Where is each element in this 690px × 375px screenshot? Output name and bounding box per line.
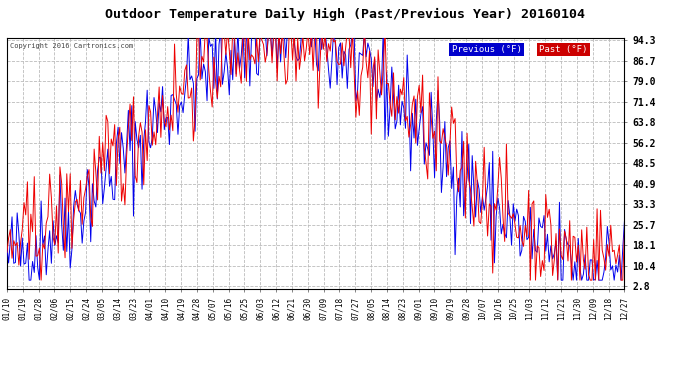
Text: Outdoor Temperature Daily High (Past/Previous Year) 20160104: Outdoor Temperature Daily High (Past/Pre… [105, 8, 585, 21]
Text: Copyright 2016 Cartronics.com: Copyright 2016 Cartronics.com [10, 42, 133, 48]
Text: Past (°F): Past (°F) [539, 45, 588, 54]
Text: Previous (°F): Previous (°F) [451, 45, 522, 54]
